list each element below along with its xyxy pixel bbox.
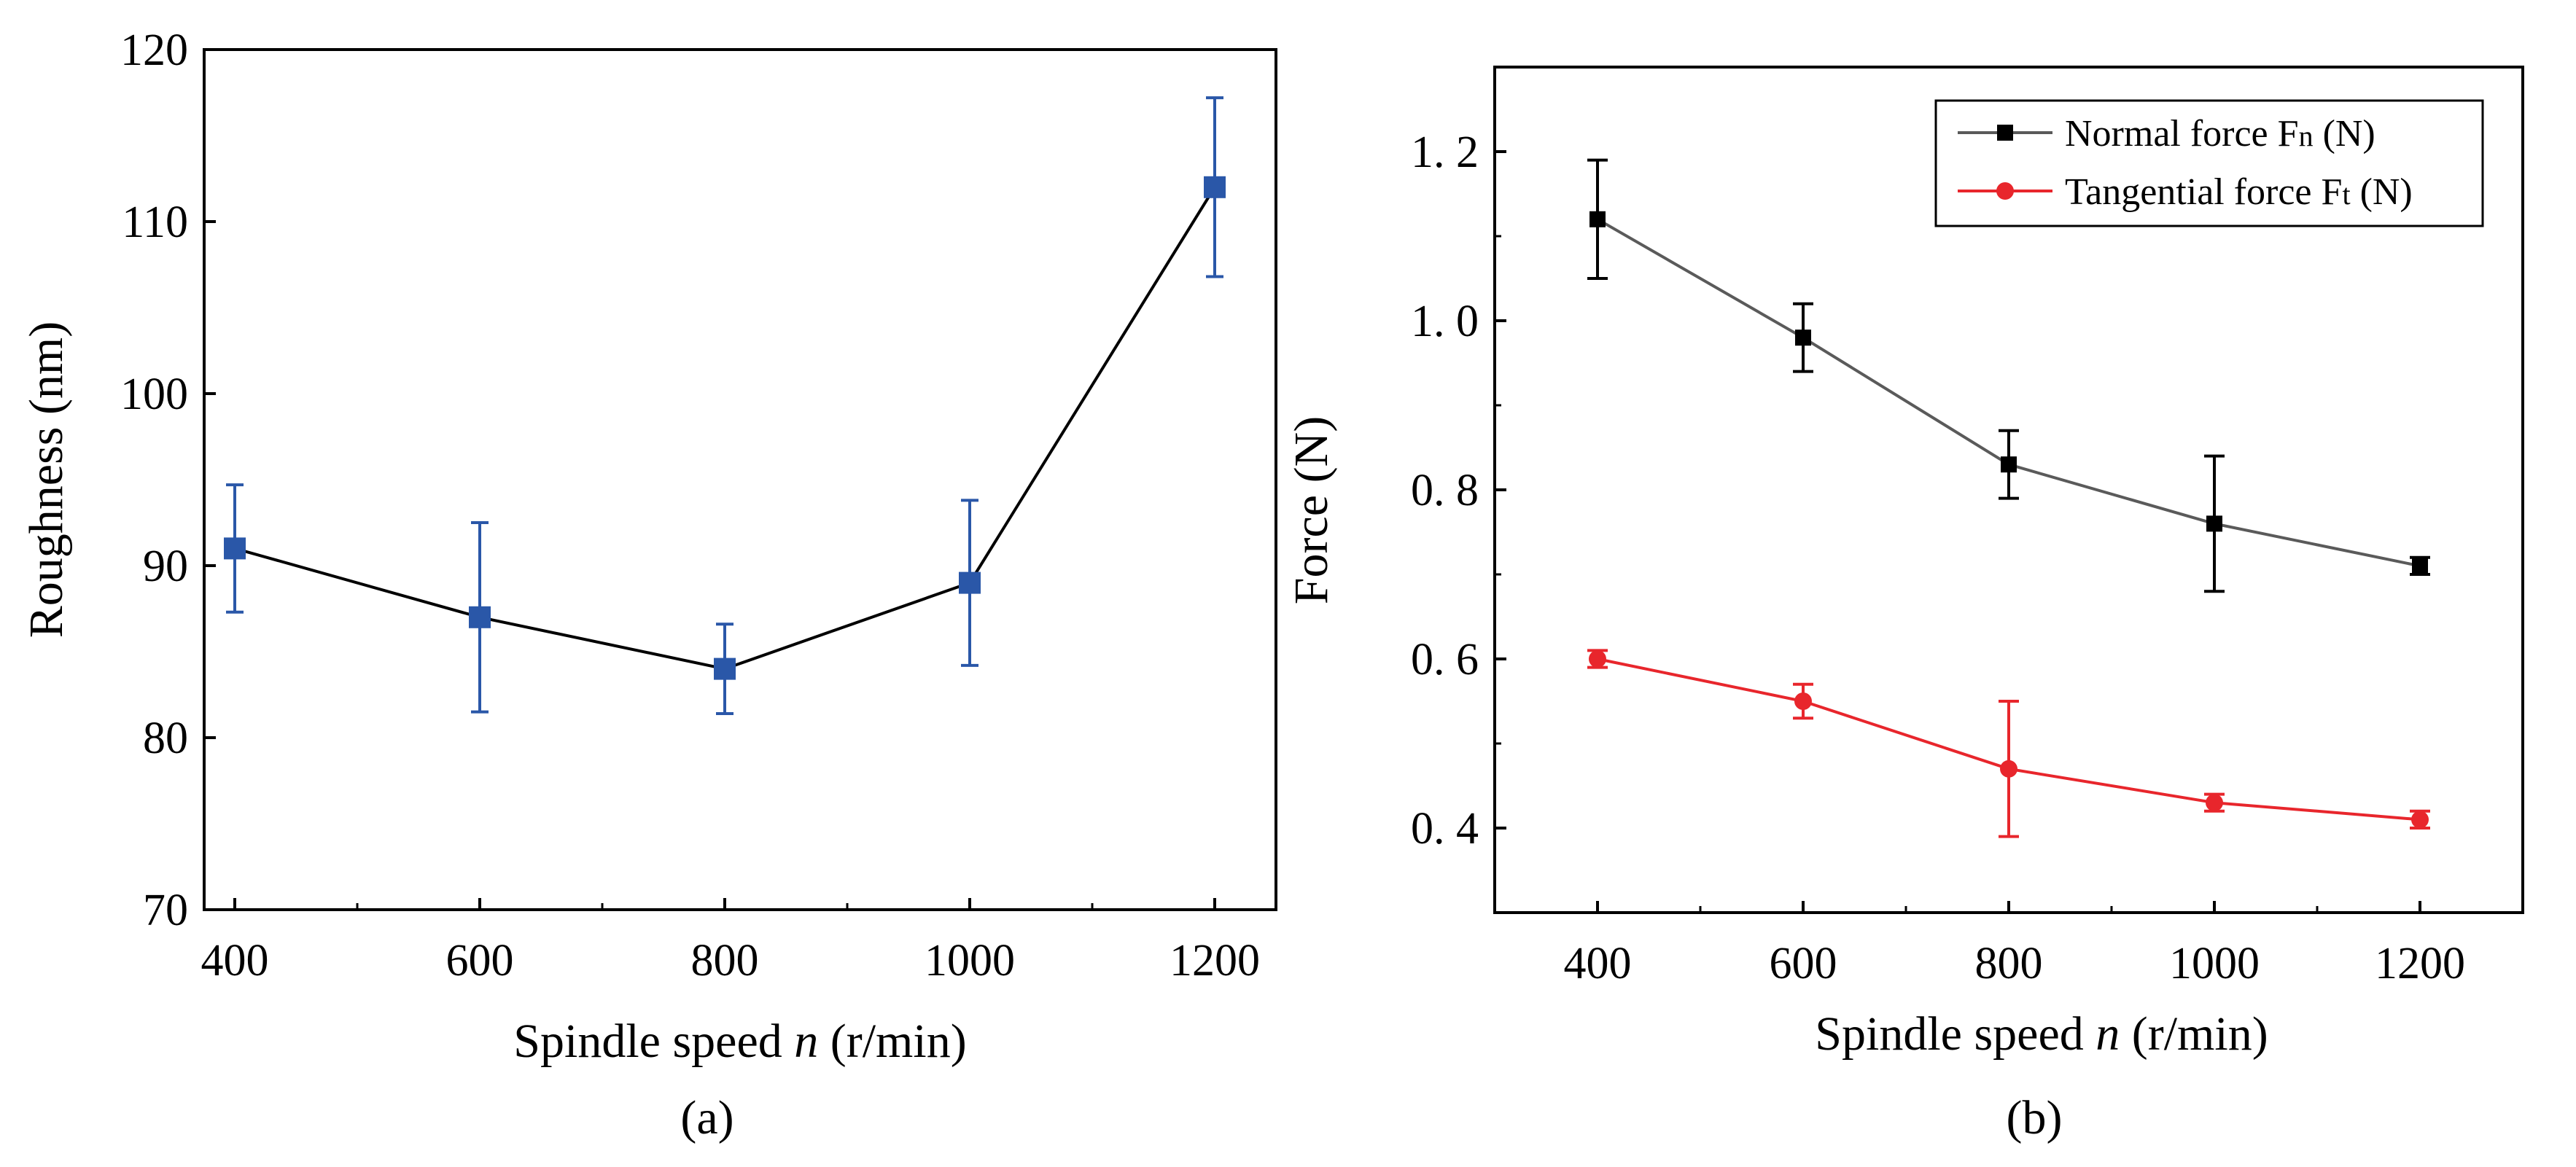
y-tick-label: 0. 4 bbox=[1411, 804, 1479, 854]
x-axis-title-pre: Spindle speed bbox=[1815, 1007, 2096, 1061]
data-point bbox=[2001, 456, 2017, 473]
x-axis: 400 600 800 1000 1200 bbox=[201, 898, 1260, 985]
legend-normal-post: (N) bbox=[2314, 113, 2375, 155]
data-point bbox=[2206, 794, 2223, 812]
series-group bbox=[1587, 158, 2430, 838]
data-point bbox=[1794, 692, 1812, 710]
data-point bbox=[2206, 515, 2222, 532]
panel-label-a: (a) bbox=[680, 1091, 734, 1144]
legend-marker-tangential bbox=[1996, 182, 2014, 200]
data-point bbox=[469, 606, 491, 628]
x-tick-label: 800 bbox=[691, 936, 759, 985]
y-tick-label: 0. 8 bbox=[1411, 466, 1479, 515]
x-axis: 400 600 800 1000 1200 bbox=[1564, 901, 2465, 988]
y-tick-label: 1. 2 bbox=[1411, 128, 1479, 177]
plot-frame bbox=[203, 48, 1277, 911]
legend-label-normal: Normal force Fn (N) bbox=[2065, 113, 2375, 155]
x-axis-title-post: (r/min) bbox=[2120, 1007, 2268, 1061]
x-axis-title-pre: Spindle speed bbox=[513, 1015, 794, 1068]
x-tick-label: 800 bbox=[1975, 939, 2043, 988]
x-axis-title-post: (r/min) bbox=[818, 1015, 966, 1068]
x-tick-label: 600 bbox=[1770, 939, 1837, 988]
legend-entry-tangential-force: Tangential force Ft (N) bbox=[1958, 171, 2413, 213]
y-tick-label: 70 bbox=[143, 886, 188, 935]
data-point bbox=[2000, 760, 2017, 778]
series-group bbox=[224, 96, 1226, 715]
y-tick-label: 90 bbox=[143, 542, 188, 591]
x-axis-title: Spindle speed n (r/min) bbox=[513, 1015, 966, 1068]
legend: Normal force Fn (N) Tangential force Ft … bbox=[1934, 99, 2484, 227]
x-tick-label: 400 bbox=[201, 936, 269, 985]
data-point bbox=[224, 537, 246, 560]
x-axis-title-italic: n bbox=[794, 1015, 818, 1068]
legend-normal-pre: Normal force F bbox=[2065, 113, 2299, 155]
legend-normal-sub: n bbox=[2299, 120, 2314, 152]
legend-entry-normal-force: Normal force Fn (N) bbox=[1958, 113, 2375, 155]
series-line bbox=[1597, 218, 2421, 568]
x-tick-label: 1000 bbox=[925, 936, 1015, 985]
x-tick-label: 1000 bbox=[2169, 939, 2260, 988]
x-tick-label: 400 bbox=[1564, 939, 1632, 988]
legend-tangential-pre: Tangential force F bbox=[2065, 171, 2342, 213]
force-chart-panel: 0. 4 0. 6 0. 8 1. 0 1. 2 400 600 800 1000 1200 F… bbox=[1285, 66, 2524, 1144]
y-tick-label: 0. 6 bbox=[1411, 635, 1479, 684]
legend-tangential-sub: t bbox=[2342, 178, 2350, 211]
x-tick-label: 1200 bbox=[2375, 939, 2465, 988]
x-axis-title: Spindle speed n (r/min) bbox=[1815, 1007, 2268, 1061]
y-tick-label: 1. 0 bbox=[1411, 297, 1479, 346]
data-point bbox=[1204, 176, 1226, 198]
x-tick-label: 1200 bbox=[1170, 936, 1260, 985]
data-point bbox=[714, 657, 736, 680]
roughness-chart-panel: 70 80 90 100 110 120 400 600 800 1000 1200 Roughn… bbox=[20, 26, 1277, 1144]
y-axis: 70 80 90 100 110 120 bbox=[120, 26, 216, 935]
legend-marker-normal bbox=[1997, 125, 2013, 141]
y-tick-label: 100 bbox=[120, 370, 188, 419]
data-point bbox=[959, 571, 981, 594]
data-point bbox=[2411, 811, 2429, 829]
y-tick-label: 80 bbox=[143, 714, 188, 763]
y-tick-label: 120 bbox=[120, 26, 188, 75]
legend-tangential-post: (N) bbox=[2351, 171, 2413, 213]
series-line bbox=[234, 186, 1216, 671]
data-point bbox=[1589, 211, 1606, 227]
x-tick-label: 600 bbox=[446, 936, 514, 985]
legend-label-tangential: Tangential force Ft (N) bbox=[2065, 171, 2413, 213]
panel-label-b: (b) bbox=[2007, 1091, 2063, 1144]
y-axis-title: Roughness (nm) bbox=[20, 321, 73, 638]
x-axis-title-italic: n bbox=[2096, 1007, 2120, 1061]
y-axis: 0. 4 0. 6 0. 8 1. 0 1. 2 bbox=[1411, 66, 1506, 854]
y-axis-title: Force (N) bbox=[1285, 416, 1338, 604]
data-point bbox=[1795, 329, 1811, 346]
legend-box bbox=[1934, 99, 2484, 227]
data-point bbox=[2412, 558, 2428, 574]
y-tick-label: 110 bbox=[122, 198, 188, 247]
data-point bbox=[1589, 650, 1606, 668]
